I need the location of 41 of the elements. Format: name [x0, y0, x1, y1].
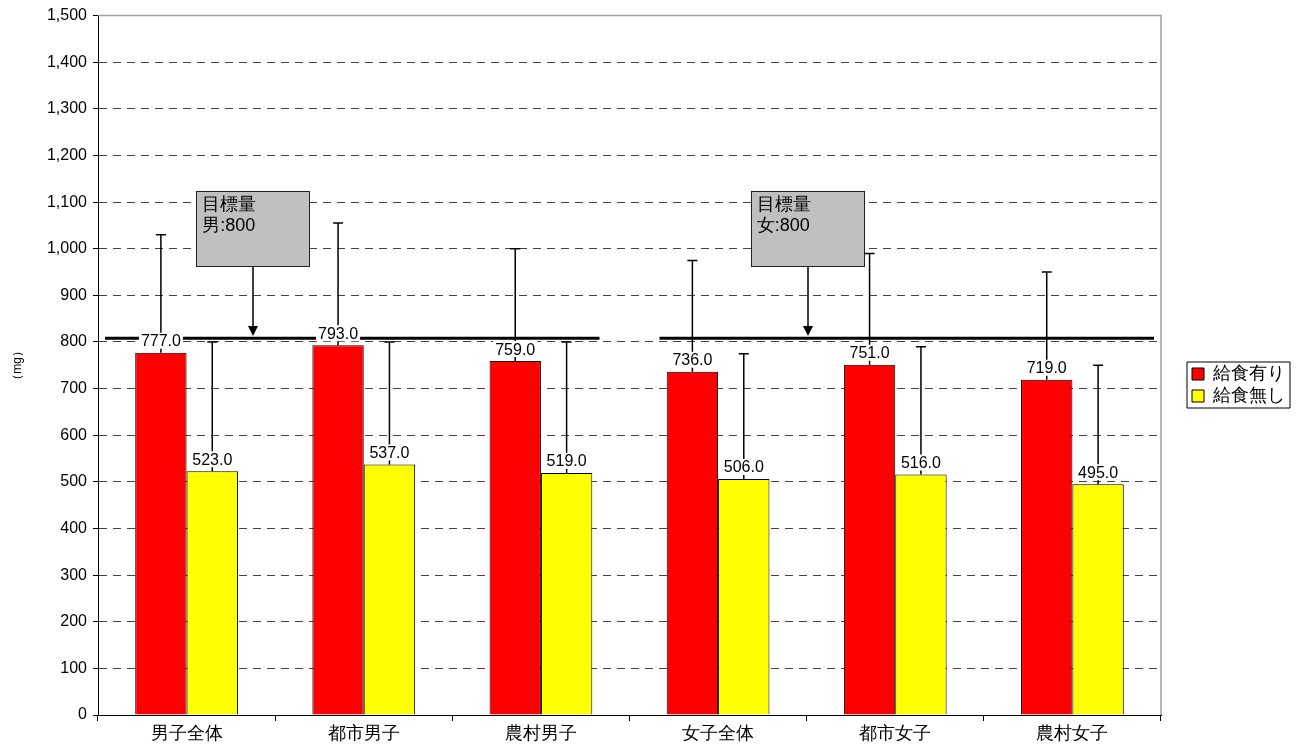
- data-label: 523.0: [192, 450, 233, 468]
- y-tick-label: 600: [60, 425, 88, 443]
- note-box: 目標量男:800: [196, 191, 311, 268]
- data-label: 495.0: [1078, 463, 1119, 481]
- y-tick-label: 0: [78, 705, 88, 723]
- data-label: 793.0: [318, 324, 359, 342]
- y-tick-label: 400: [60, 518, 88, 536]
- data-label: 519.0: [546, 452, 587, 470]
- y-tick-label: 100: [60, 658, 88, 676]
- y-tick-label: 1,100: [46, 192, 88, 210]
- data-label: 759.0: [495, 340, 536, 358]
- data-label: 506.0: [723, 458, 764, 476]
- x-tick-label: 農村男子: [504, 722, 577, 743]
- y-tick-label: 800: [60, 332, 88, 350]
- data-label: 777.0: [140, 332, 182, 350]
- y-tick-label: 300: [60, 565, 88, 583]
- y-axis-title: （mg）: [9, 344, 24, 386]
- y-tick-label: 1,300: [46, 99, 88, 117]
- y-tick-label: 900: [60, 285, 88, 303]
- legend-label: 給食有り: [1212, 362, 1285, 383]
- y-tick-label: 1,400: [46, 52, 88, 70]
- legend-label: 給食無し: [1212, 384, 1285, 405]
- y-tick-label: 1,500: [46, 6, 88, 24]
- note-box: 目標量女:800: [750, 191, 865, 268]
- data-label: 516.0: [900, 453, 942, 471]
- y-tick-label: 200: [60, 612, 88, 630]
- data-label: 751.0: [849, 344, 890, 362]
- x-tick-label: 農村女子: [1036, 722, 1109, 743]
- x-tick-label: 女子全体: [682, 722, 755, 743]
- x-tick-label: 都市男子: [327, 722, 400, 743]
- data-label: 537.0: [369, 444, 410, 462]
- y-tick-label: 1,200: [46, 145, 88, 163]
- y-tick-label: 1,000: [46, 239, 88, 257]
- x-tick-label: 男子全体: [150, 722, 223, 743]
- y-tick-label: 500: [60, 472, 88, 490]
- annotation: 目標量女:800: [756, 194, 812, 237]
- annotation: 目標量男:800: [202, 194, 258, 237]
- x-tick-label: 都市女子: [859, 722, 932, 743]
- y-tick-label: 700: [60, 379, 88, 397]
- data-label: 719.0: [1026, 359, 1067, 377]
- data-label: 736.0: [672, 351, 713, 369]
